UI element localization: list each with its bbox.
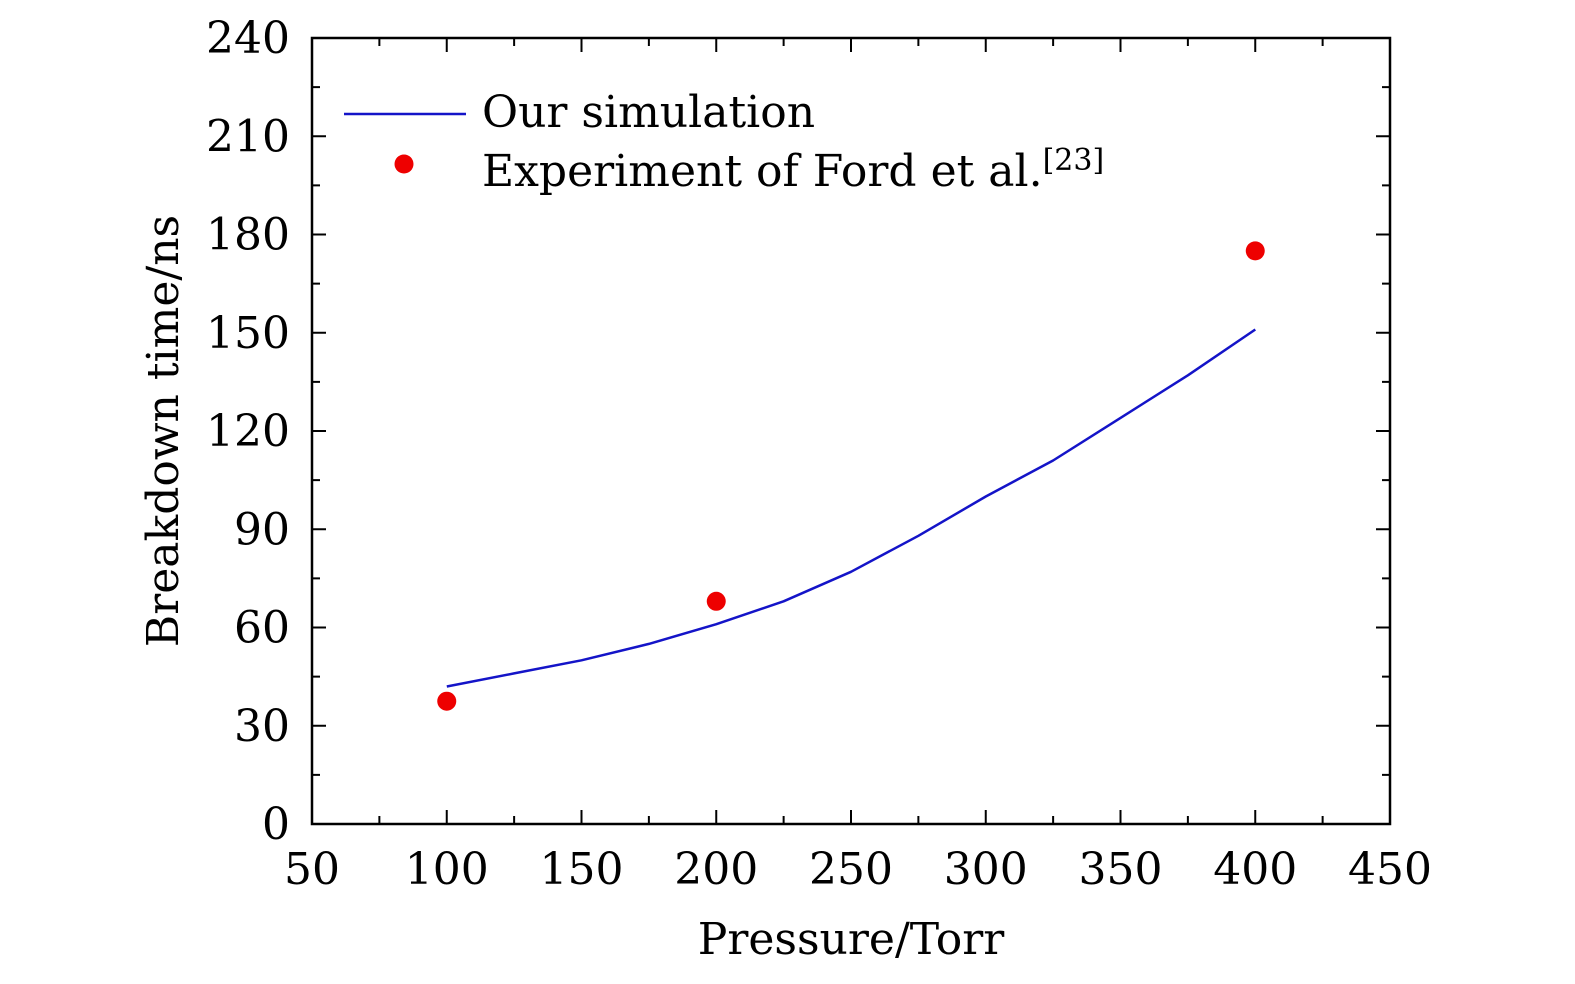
y-tick-label: 90 <box>234 504 290 555</box>
legend: Our simulation Experiment of Ford et al.… <box>344 87 1104 197</box>
x-tick-label: 150 <box>540 844 624 895</box>
legend-label-simulation: Our simulation <box>482 87 815 138</box>
experiment-point <box>1245 241 1265 261</box>
x-tick-label: 100 <box>405 844 489 895</box>
y-tick-label: 150 <box>206 308 290 359</box>
x-tick-label: 250 <box>809 844 893 895</box>
y-tick-label: 120 <box>206 406 290 457</box>
x-tick-label: 350 <box>1079 844 1163 895</box>
x-tick-label: 450 <box>1348 844 1432 895</box>
y-tick-label: 30 <box>234 701 290 752</box>
legend-label-experiment: Experiment of Ford et al.[23] <box>482 143 1104 197</box>
legend-marker-experiment <box>394 154 414 174</box>
x-tick-label: 300 <box>944 844 1028 895</box>
experiment-point <box>437 691 457 711</box>
y-tick-label: 0 <box>262 799 290 850</box>
y-tick-label: 240 <box>206 13 290 64</box>
series-layer <box>437 241 1265 711</box>
x-tick-label: 200 <box>674 844 758 895</box>
y-axis-title: Breakdown time/ns <box>138 215 189 647</box>
x-tick-label: 50 <box>284 844 340 895</box>
x-tick-label: 400 <box>1213 844 1297 895</box>
y-tick-label: 60 <box>234 603 290 654</box>
tick-labels-layer: 50 100 150 200 250 300 350 400 450 0 30 60 90 120 150 1… <box>206 13 1432 895</box>
legend-experiment-text: Experiment of Ford et al. <box>482 146 1043 197</box>
ticks-layer <box>311 37 1391 825</box>
experiment-point <box>706 591 726 611</box>
y-tick-label: 180 <box>206 210 290 261</box>
legend-experiment-citation: [23] <box>1043 143 1105 178</box>
simulation-line <box>446 328 1257 688</box>
x-axis-title: Pressure/Torr <box>698 914 1006 965</box>
y-tick-label: 210 <box>206 111 290 162</box>
